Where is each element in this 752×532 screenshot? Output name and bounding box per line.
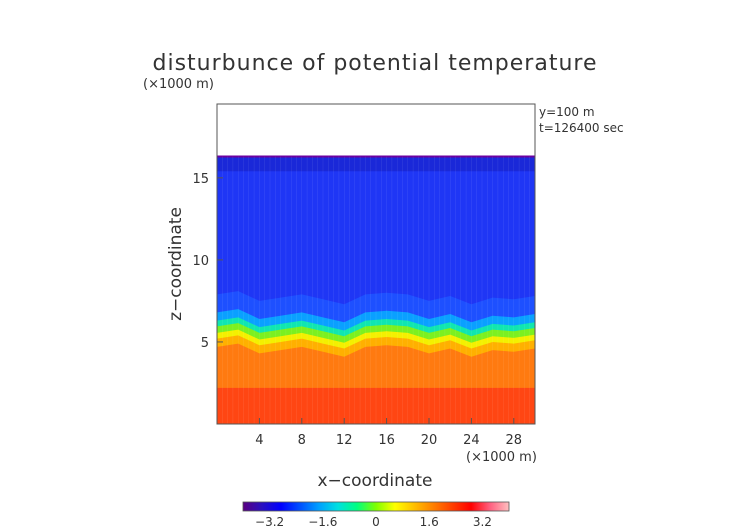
x-tick-label: 16 <box>378 433 395 448</box>
x-tick-label: 20 <box>421 433 438 448</box>
colorbar-tick-label: 3.2 <box>473 515 492 529</box>
x-unit-label: (×1000 m) <box>466 450 537 465</box>
colorbar-gradient <box>242 501 510 512</box>
y-tick-label: 10 <box>192 254 209 269</box>
y-axis: 5 10 15 <box>192 172 223 351</box>
colorbar-tick-label: −1.6 <box>308 515 337 529</box>
x-tick-label: 28 <box>506 433 523 448</box>
y-tick-label: 5 <box>201 336 209 351</box>
colorbar-ticks: −3.2 −1.6 0 1.6 3.2 <box>255 515 492 529</box>
y-tick-label: 15 <box>192 172 209 187</box>
x-axis-label: x−coordinate <box>318 471 433 491</box>
field-upper-layer <box>217 156 535 305</box>
colorbar-tick-label: 0 <box>372 515 380 529</box>
x-tick-label: 4 <box>255 433 263 448</box>
colorbar-tick-label: 1.6 <box>420 515 439 529</box>
field-top-dark-strip <box>217 156 535 172</box>
annotation-t: t=126400 sec <box>539 121 624 135</box>
field-layer <box>217 155 535 424</box>
x-axis: 4 8 12 16 20 24 28 <box>255 418 522 448</box>
colorbar: −3.2 −1.6 0 1.6 3.2 <box>242 501 510 529</box>
field-deep-red-band <box>217 387 535 424</box>
x-tick-label: 12 <box>336 433 353 448</box>
chart-title: disturbunce of potential temperature <box>153 51 598 76</box>
contour-layer <box>222 156 530 424</box>
annotation-y: y=100 m <box>539 105 595 119</box>
x-tick-label: 8 <box>298 433 306 448</box>
y-axis-label: z−coordinate <box>166 207 186 321</box>
y-unit-label: (×1000 m) <box>143 77 214 92</box>
x-tick-label: 24 <box>463 433 480 448</box>
plot-area <box>216 103 536 425</box>
colorbar-tick-label: −3.2 <box>255 515 284 529</box>
plot-frame <box>216 103 536 425</box>
